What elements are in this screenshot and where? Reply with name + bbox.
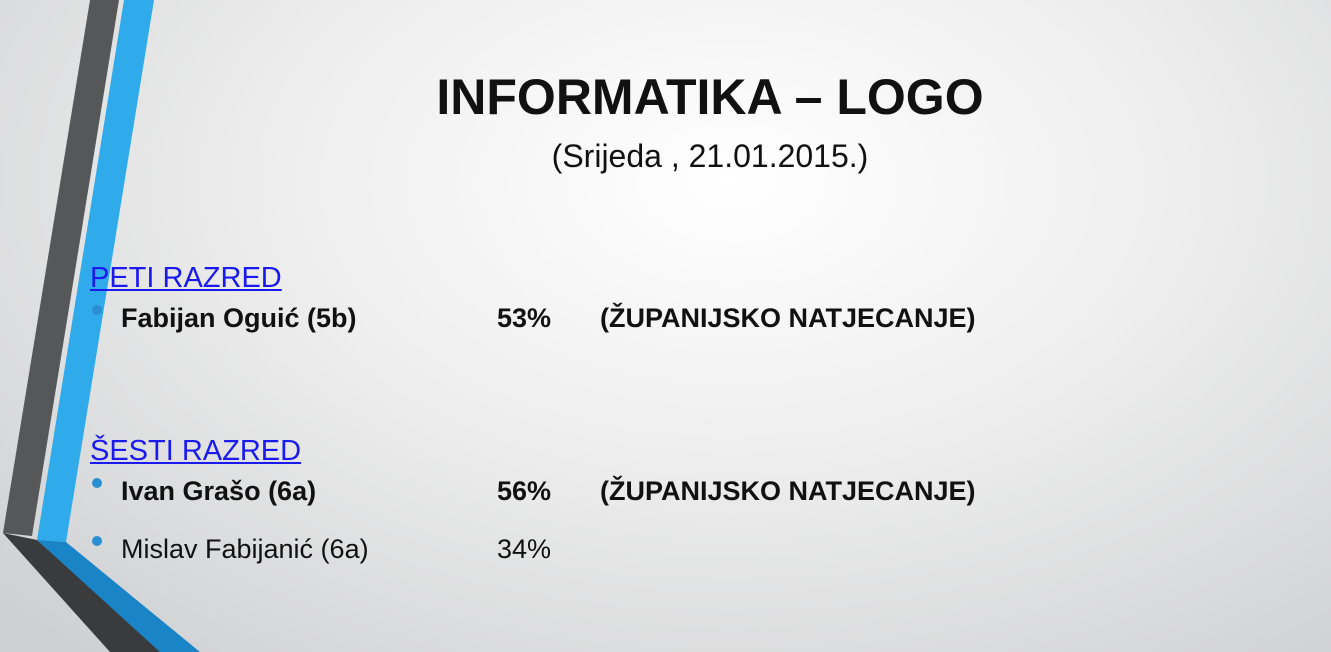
competition-note: (ŽUPANIJSKO NATJECANJE) (600, 303, 976, 333)
title: INFORMATIKA – LOGO (436, 69, 984, 125)
section-heading[interactable]: PETI RAZRED (90, 262, 282, 294)
subtitle: (Srijeda , 21.01.2015.) (551, 138, 869, 174)
competition-note: (ŽUPANIJSKO NATJECANJE) (600, 476, 976, 506)
score: 56% (497, 476, 552, 506)
section-heading[interactable]: ŠESTI RAZRED (90, 435, 302, 467)
student-name: Mislav Fabijanić (6a) (121, 534, 369, 564)
stripe-blue (37, 0, 154, 542)
bullet (92, 536, 102, 546)
bullet (92, 478, 102, 488)
student-name: Fabijan Oguić (5b) (121, 303, 357, 333)
score: 34% (497, 534, 552, 564)
bullet (92, 305, 102, 315)
stripe-gray-lower (3, 533, 165, 652)
score: 53% (497, 303, 552, 333)
stripe-blue-lower (37, 540, 200, 652)
student-name: Ivan Grašo (6a) (121, 476, 317, 506)
stripe-gray (3, 0, 119, 536)
